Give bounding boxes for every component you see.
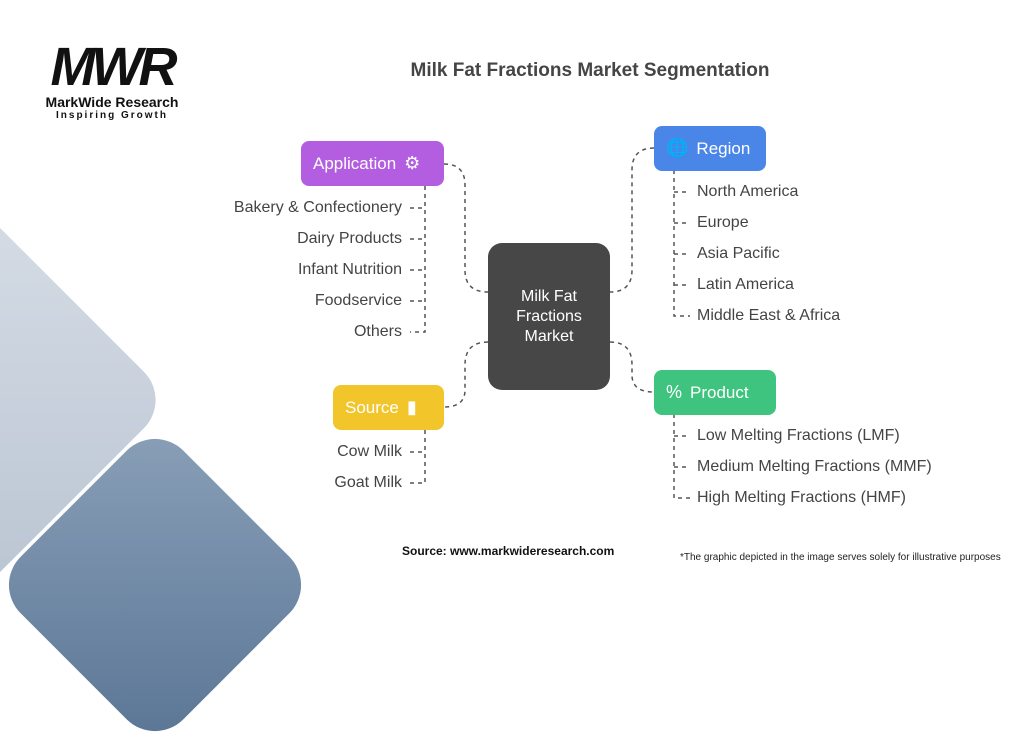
region-item: Latin America xyxy=(697,276,794,293)
logo-name: MarkWide Research xyxy=(45,94,179,110)
region-item: Europe xyxy=(697,214,749,231)
source-text: Source: www.markwideresearch.com xyxy=(402,544,615,558)
source-label: Source xyxy=(345,397,399,417)
product-item: High Melting Fractions (HMF) xyxy=(697,489,906,506)
product-percent-icon: % xyxy=(666,382,683,402)
application-category: Application ⚙ xyxy=(301,141,444,186)
logo: MWR MarkWide Research Inspiring Growth xyxy=(34,40,190,121)
conveyor-robot-icon: ⚙ xyxy=(404,153,421,173)
application-label: Application xyxy=(313,153,397,173)
product-item: Low Melting Fractions (LMF) xyxy=(697,427,900,444)
logo-tagline: Inspiring Growth xyxy=(56,110,168,121)
product-item: Medium Melting Fractions (MMF) xyxy=(697,458,932,475)
region-item: Asia Pacific xyxy=(697,245,780,262)
product-category: % Product xyxy=(654,370,776,415)
application-item: Bakery & Confectionery xyxy=(233,199,402,216)
connectors xyxy=(410,147,690,499)
logo-mark: MWR xyxy=(50,37,178,97)
region-label: Region xyxy=(696,138,751,158)
region-category: 🌐 Region xyxy=(654,126,766,171)
milk-carton-icon: ▮ xyxy=(406,397,417,417)
product-label: Product xyxy=(690,382,749,402)
globe-icon: 🌐 xyxy=(666,138,689,158)
footnote: *The graphic depicted in the image serve… xyxy=(680,552,1001,563)
source-item: Goat Milk xyxy=(334,474,402,491)
application-item: Dairy Products xyxy=(297,230,402,247)
region-item: Middle East & Africa xyxy=(697,307,841,324)
application-item: Foodservice xyxy=(314,292,402,309)
source-category: Source ▮ xyxy=(333,385,444,430)
page-title: Milk Fat Fractions Market Segmentation xyxy=(410,60,770,81)
center-node: Milk Fat Fractions Market xyxy=(488,243,610,390)
application-item: Others xyxy=(353,323,402,340)
region-item: North America xyxy=(697,183,799,200)
source-item: Cow Milk xyxy=(337,443,402,460)
application-item: Infant Nutrition xyxy=(297,261,402,278)
